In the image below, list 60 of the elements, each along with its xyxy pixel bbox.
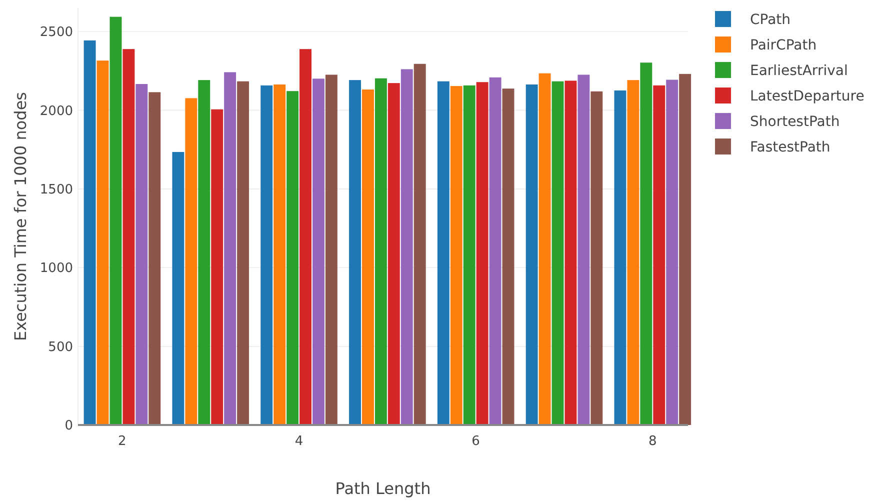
- bar: [666, 80, 678, 425]
- bar: [450, 86, 462, 425]
- bar: [526, 84, 538, 425]
- bar: [110, 16, 122, 425]
- bar: [211, 109, 224, 425]
- bar: [476, 82, 488, 425]
- bar: [122, 49, 135, 425]
- bar: [198, 80, 210, 425]
- bar: [489, 77, 502, 425]
- bar: [148, 92, 161, 425]
- bar: [640, 62, 652, 425]
- legend-label: CPath: [750, 12, 791, 28]
- x-tick-label: 8: [648, 434, 657, 449]
- bar: [538, 73, 551, 425]
- bar: [185, 98, 198, 425]
- bar: [614, 90, 626, 425]
- bar: [374, 78, 387, 425]
- bar: [400, 69, 413, 425]
- bar: [224, 72, 236, 425]
- y-tick-label: 2500: [40, 25, 73, 40]
- bar: [136, 84, 148, 425]
- y-tick-label: 1500: [40, 182, 73, 198]
- bar: [627, 80, 640, 425]
- bar: [286, 91, 299, 425]
- bar: [552, 81, 564, 425]
- bar: [653, 85, 666, 425]
- bar: [325, 74, 338, 425]
- bar: [414, 64, 426, 425]
- y-tick-label: 500: [48, 340, 73, 355]
- bar: [578, 74, 590, 425]
- bar: [312, 78, 324, 425]
- bar: [96, 60, 109, 425]
- legend-label: LatestDeparture: [750, 88, 864, 104]
- bar: [679, 74, 692, 425]
- bar: [590, 91, 603, 425]
- y-axis-title: Execution Time for 1000 nodes: [11, 92, 30, 341]
- bar: [172, 152, 184, 425]
- bar: [437, 81, 450, 425]
- bar: [260, 85, 273, 425]
- bar: [349, 80, 361, 425]
- legend-label: PairCPath: [750, 37, 817, 54]
- bar: [502, 88, 514, 425]
- bar: [84, 40, 96, 425]
- bar: [237, 81, 250, 425]
- legend-label: FastestPath: [750, 139, 830, 156]
- legend-label: ShortestPath: [750, 114, 840, 130]
- bar: [388, 83, 400, 425]
- x-tick-label: 2: [118, 434, 126, 449]
- bar: [274, 84, 286, 425]
- y-tick-label: 1000: [40, 261, 73, 276]
- bar: [463, 85, 476, 425]
- x-tick-label: 6: [472, 434, 480, 449]
- y-tick-label: 2000: [40, 104, 73, 119]
- bar: [300, 49, 312, 425]
- bar: [362, 90, 374, 425]
- y-tick-label: 0: [64, 418, 73, 434]
- bar: [564, 80, 577, 425]
- legend-label: EarliestArrival: [750, 62, 848, 79]
- x-tick-label: 4: [294, 434, 304, 449]
- x-axis-title: Path Length: [335, 479, 431, 498]
